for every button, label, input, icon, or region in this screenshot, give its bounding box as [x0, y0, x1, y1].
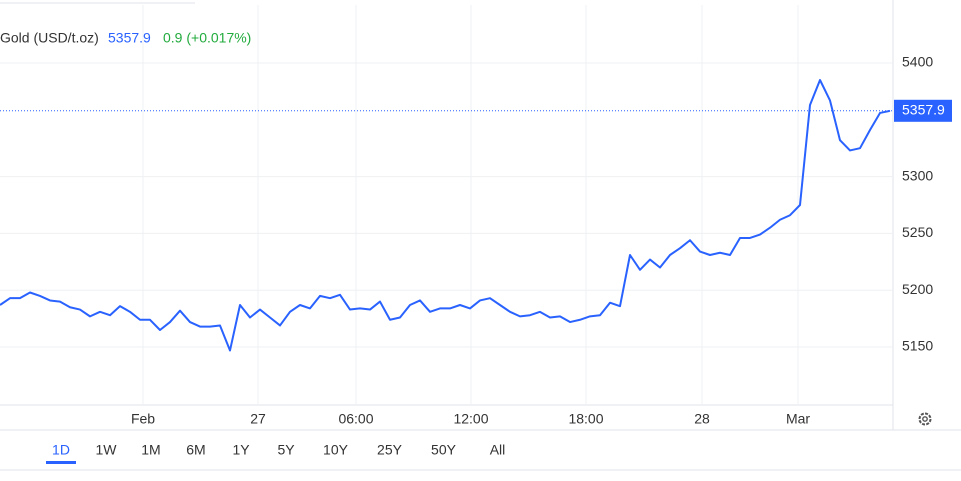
x-tick-label: 18:00: [568, 411, 603, 427]
x-tick-label: 12:00: [453, 411, 488, 427]
range-button[interactable]: 1D: [52, 442, 70, 458]
legend-price: 5357.9: [108, 30, 151, 46]
y-tick-label: 5200: [902, 281, 933, 297]
y-tick-label: 5400: [902, 54, 933, 70]
range-button[interactable]: 6M: [186, 442, 205, 458]
settings-icon[interactable]: [918, 412, 932, 426]
range-button[interactable]: 5Y: [277, 442, 295, 458]
range-underline: [46, 461, 76, 464]
x-tick-label: Feb: [131, 411, 155, 427]
price-line: [0, 79, 891, 352]
range-button[interactable]: 1Y: [232, 442, 250, 458]
x-tick-label: 28: [694, 411, 710, 427]
last-price-tag: [894, 99, 952, 122]
x-tick-label: 27: [250, 411, 266, 427]
range-button[interactable]: All: [490, 442, 506, 458]
x-tick-label: Mar: [786, 411, 810, 427]
y-tick-label: 5300: [902, 167, 933, 183]
y-tick-label: 5250: [902, 224, 933, 240]
x-tick-label: 06:00: [338, 411, 373, 427]
range-button[interactable]: 50Y: [431, 442, 457, 458]
range-button[interactable]: 1M: [141, 442, 160, 458]
range-button[interactable]: 10Y: [323, 442, 349, 458]
range-button[interactable]: 1W: [96, 442, 118, 458]
legend-change: 0.9 (+0.017%): [163, 30, 251, 46]
y-tick-label: 5150: [902, 338, 933, 354]
legend-name: Gold (USD/t.oz): [0, 30, 99, 46]
last-price-label: 5357.9: [902, 101, 945, 117]
range-button[interactable]: 25Y: [377, 442, 403, 458]
